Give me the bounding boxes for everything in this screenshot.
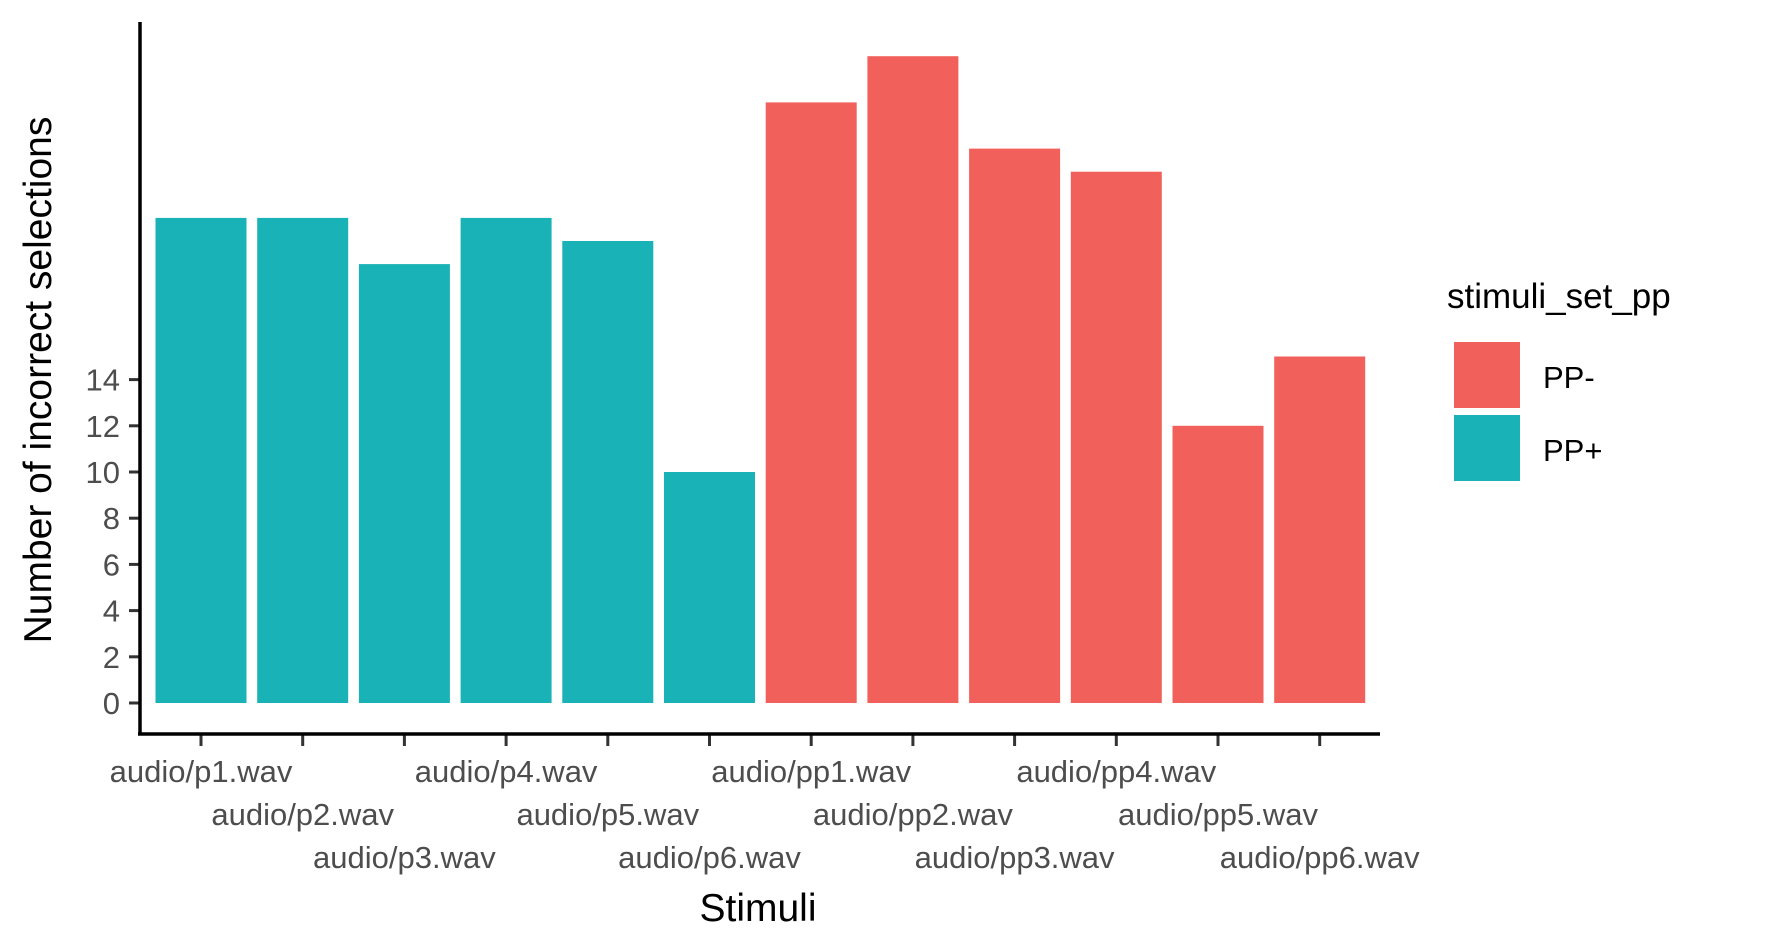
x-tick-label: audio/p1.wav (110, 754, 293, 789)
x-tick-label: audio/pp6.wav (1220, 840, 1420, 875)
y-tick-label: 2 (103, 640, 120, 675)
x-tick-label: audio/p3.wav (313, 840, 496, 875)
legend: stimuli_set_pp PP- PP+ (1447, 277, 1671, 481)
bar-audio-p2-wav (257, 217, 349, 703)
bar-audio-pp3-wav (969, 148, 1061, 704)
y-tick-label: 14 (86, 363, 120, 398)
legend-key-pp-minus (1454, 342, 1520, 408)
legend-label-pp-plus: PP+ (1543, 433, 1602, 468)
bar-audio-p3-wav (358, 264, 450, 703)
x-tick-label: audio/pp1.wav (711, 754, 911, 789)
x-axis-title: Stimuli (699, 887, 816, 930)
bars-layer (155, 56, 1366, 704)
y-tick-label: 6 (103, 547, 120, 582)
x-axis-ticks: audio/p1.wav audio/p2.wav audio/p3.wav audi… (110, 735, 1420, 875)
y-tick-label: 0 (103, 686, 120, 721)
x-tick-label: audio/pp2.wav (813, 797, 1013, 832)
x-tick-label: audio/p6.wav (618, 840, 801, 875)
bar-audio-pp5-wav (1172, 425, 1264, 703)
y-tick-label: 8 (103, 501, 120, 536)
x-tick-label: audio/pp5.wav (1118, 797, 1318, 832)
y-tick-label: 4 (103, 594, 120, 629)
bar-audio-p1-wav (155, 217, 247, 703)
y-axis-title: Number of incorrect selections (17, 117, 60, 644)
x-tick-label: audio/pp3.wav (915, 840, 1115, 875)
y-tick-label: 12 (86, 409, 120, 444)
x-tick-label: audio/p2.wav (211, 797, 394, 832)
y-axis-ticks: 0 2 4 6 8 10 12 14 (86, 363, 140, 721)
bar-audio-pp4-wav (1070, 171, 1162, 703)
legend-title: stimuli_set_pp (1447, 277, 1671, 316)
bar-audio-pp2-wav (867, 56, 959, 703)
bar-audio-p4-wav (460, 217, 552, 703)
x-tick-label: audio/p4.wav (415, 754, 598, 789)
x-tick-label: audio/pp4.wav (1016, 754, 1216, 789)
y-tick-label: 10 (86, 455, 120, 490)
bar-audio-p5-wav (562, 241, 654, 703)
legend-label-pp-minus: PP- (1543, 360, 1595, 395)
bar-audio-pp1-wav (765, 102, 857, 703)
bar-audio-p6-wav (664, 472, 755, 703)
bar-audio-pp6-wav (1274, 356, 1366, 703)
x-tick-label: audio/p5.wav (516, 797, 699, 832)
legend-key-pp-plus (1454, 415, 1520, 481)
